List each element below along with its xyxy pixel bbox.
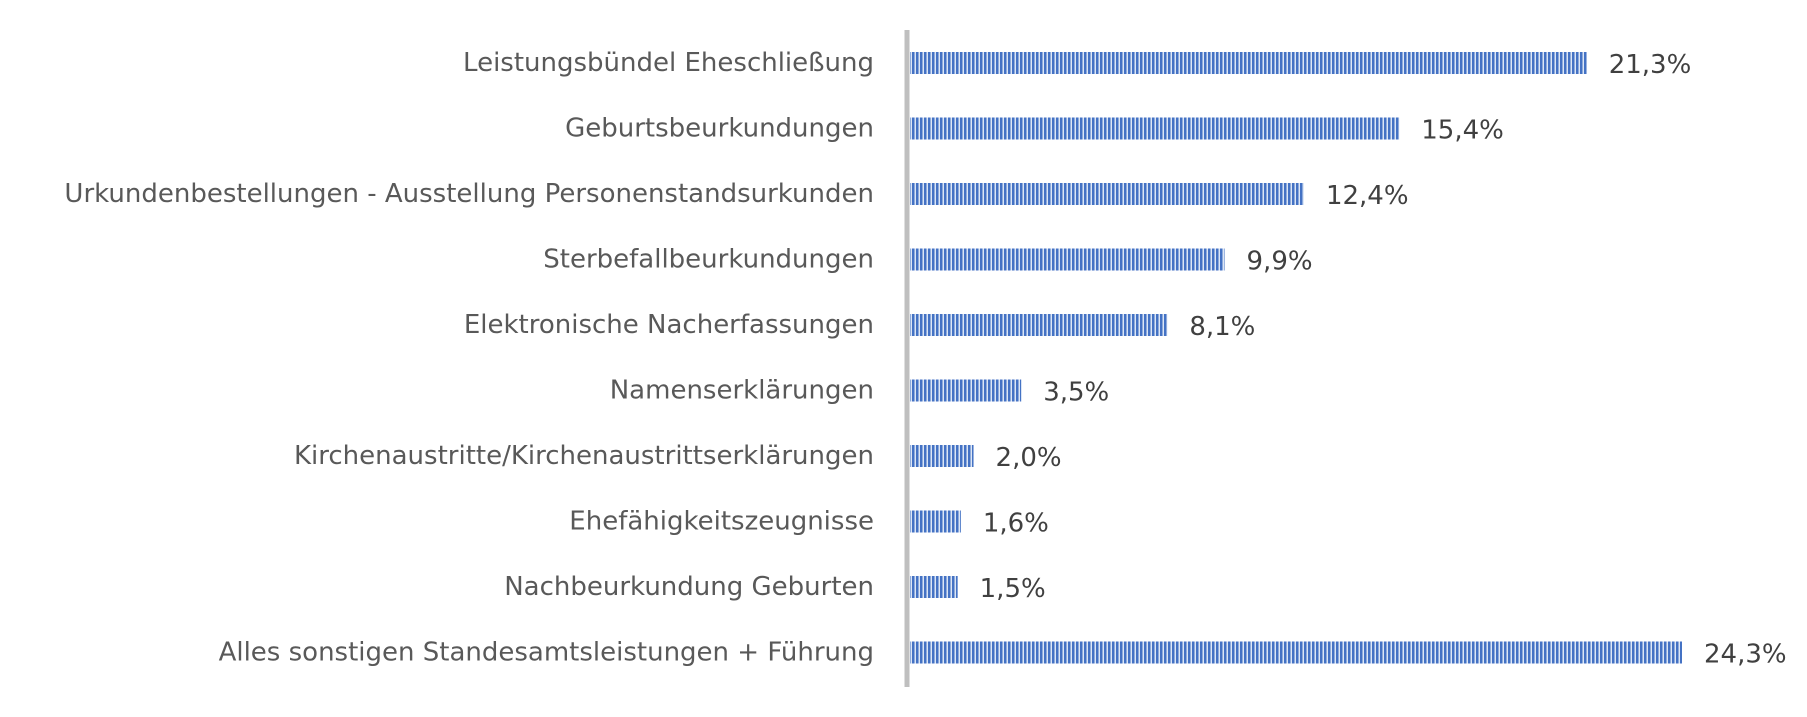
value-label: 1,5% bbox=[980, 574, 1046, 604]
category-labels: Leistungsbündel Eheschließung Geburtsbeur… bbox=[64, 48, 874, 668]
category-label: Alles sonstigen Standesamtsleistungen + … bbox=[219, 638, 874, 668]
value-label: 1,6% bbox=[983, 509, 1049, 539]
category-label: Urkundenbestellungen - Ausstellung Perso… bbox=[64, 179, 874, 209]
bar bbox=[910, 52, 1587, 74]
value-labels: 21,3% 15,4% 12,4% 9,9% 8,1% 3,5% 2,0% 1,6% 1,5% 2… bbox=[980, 50, 1787, 670]
category-label: Geburtsbeurkundungen bbox=[565, 114, 874, 144]
bar bbox=[910, 117, 1400, 140]
bar bbox=[910, 510, 961, 533]
bars-layer bbox=[910, 52, 1682, 664]
bar bbox=[910, 379, 1022, 402]
value-label: 12,4% bbox=[1326, 181, 1409, 211]
category-label: Nachbeurkundung Geburten bbox=[504, 572, 874, 602]
value-label: 3,5% bbox=[1043, 378, 1109, 408]
category-label: Ehefähigkeitszeugnisse bbox=[569, 507, 874, 537]
category-label: Leistungsbündel Eheschließung bbox=[463, 48, 874, 78]
value-label: 15,4% bbox=[1421, 116, 1504, 146]
bar bbox=[910, 641, 1682, 664]
bar bbox=[910, 576, 958, 598]
value-label: 21,3% bbox=[1609, 50, 1692, 80]
category-label: Kirchenaustritte/Kirchenaustrittserkläru… bbox=[294, 441, 874, 471]
bar bbox=[910, 183, 1304, 205]
category-label: Elektronische Nacherfassungen bbox=[464, 310, 874, 340]
bar bbox=[910, 314, 1168, 336]
value-label: 8,1% bbox=[1189, 312, 1255, 342]
bar bbox=[910, 248, 1225, 271]
value-label: 24,3% bbox=[1704, 640, 1787, 670]
category-label: Namenserklärungen bbox=[610, 376, 874, 406]
bar bbox=[910, 445, 974, 467]
value-label: 9,9% bbox=[1247, 247, 1313, 277]
category-label: Sterbefallbeurkundungen bbox=[543, 245, 874, 275]
value-label: 2,0% bbox=[996, 443, 1062, 473]
